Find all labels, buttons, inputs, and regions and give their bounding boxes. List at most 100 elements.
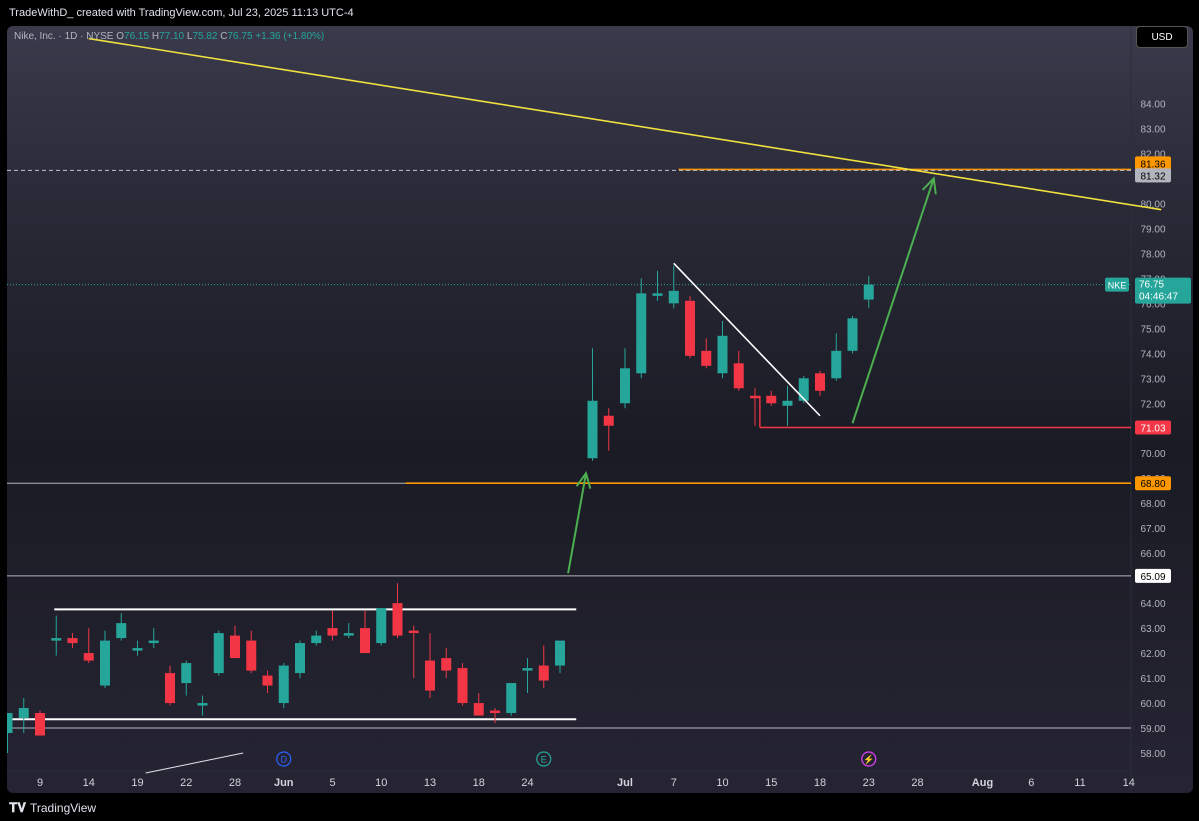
- tradingview-logo-text: TradingView: [30, 801, 97, 815]
- last-price-value: 76.75: [1139, 280, 1164, 291]
- top-banner: TradeWithD_ created with TradingView.com…: [0, 0, 1199, 26]
- candle-body: [311, 635, 322, 644]
- candle-body: [213, 633, 224, 674]
- x-tick-label: 18: [814, 777, 826, 789]
- candle-body: [7, 713, 13, 734]
- candle-body: [831, 350, 842, 379]
- legend-change: +1.36 (+1.80%): [255, 31, 325, 42]
- candle-body: [701, 350, 712, 366]
- event-marker-label: E: [541, 755, 547, 765]
- x-tick-label: Aug: [972, 777, 993, 789]
- candle-body: [555, 640, 565, 666]
- candle-body: [425, 660, 435, 691]
- chart-frame[interactable]: 58.0059.0060.0061.0062.0063.0064.0065.00…: [7, 26, 1193, 793]
- arrow-head: [921, 176, 937, 195]
- x-tick-label: 19: [131, 777, 143, 789]
- candle-body: [636, 293, 647, 374]
- y-tick-label: 60.00: [1140, 699, 1165, 710]
- legend-low: 75.82: [192, 31, 218, 42]
- tradingview-logo[interactable]: 𝐓𝐕 TradingView: [9, 800, 96, 816]
- candle-body: [798, 378, 809, 401]
- candle-body: [652, 293, 663, 296]
- candle-body: [815, 373, 825, 391]
- candle-body: [522, 668, 533, 671]
- y-tick-label: 82.00: [1140, 149, 1165, 160]
- candle-body: [278, 665, 289, 704]
- candle-body: [343, 633, 354, 636]
- price-label-text: 81.36: [1140, 159, 1165, 170]
- x-tick-label: 6: [1028, 777, 1034, 789]
- arrow-shaft: [567, 473, 587, 574]
- candle-body: [717, 335, 728, 374]
- footer: [0, 793, 1199, 821]
- candle-body: [506, 683, 517, 714]
- candle-body: [35, 713, 45, 736]
- x-tick-label: Jul: [617, 777, 633, 789]
- candle-body: [620, 368, 630, 404]
- x-tick-label: 13: [424, 777, 436, 789]
- event-marker: [861, 751, 877, 767]
- candle-body: [197, 703, 208, 706]
- legend-close: 76.75: [227, 31, 253, 42]
- legend-high-label: H: [151, 31, 160, 42]
- event-marker: [536, 751, 552, 767]
- candle-body: [538, 665, 549, 681]
- x-tick-label: Jun: [274, 777, 294, 789]
- y-tick-label: 83.00: [1140, 124, 1165, 135]
- event-marker-label: ⚡: [863, 754, 874, 766]
- symbol-badge: [1105, 277, 1129, 292]
- y-tick-label: 68.00: [1140, 499, 1165, 510]
- event-marker: [276, 751, 292, 767]
- y-tick-label: 64.00: [1140, 599, 1165, 610]
- candle-body: [782, 400, 793, 406]
- legend-low-label: L: [186, 31, 193, 42]
- x-tick-label: 28: [229, 777, 241, 789]
- candle-body: [603, 415, 614, 426]
- arrow-head: [575, 470, 592, 489]
- candle-body: [750, 395, 760, 399]
- candlestick-chart[interactable]: 58.0059.0060.0061.0062.0063.0064.0065.00…: [7, 26, 1193, 793]
- candle-body: [408, 630, 419, 634]
- x-tick-label: 9: [37, 777, 43, 789]
- trendline-small: [145, 752, 244, 774]
- x-tick-label: 5: [329, 777, 335, 789]
- x-tick-label: 14: [1123, 777, 1135, 789]
- legend-open-label: O: [116, 31, 125, 42]
- x-tick-label: 14: [83, 777, 95, 789]
- candle-body: [67, 638, 78, 644]
- countdown-text: 04:46:47: [1139, 292, 1178, 303]
- candle-body: [181, 663, 192, 684]
- y-tick-label: 79.00: [1140, 224, 1165, 235]
- trendline-yellow: [88, 37, 1162, 211]
- y-tick-label: 73.00: [1140, 374, 1165, 385]
- price-label-text: 81.32: [1140, 171, 1165, 182]
- price-label-badge: [1135, 568, 1171, 583]
- y-tick-label: 72.00: [1140, 399, 1165, 410]
- y-tick-label: 63.00: [1140, 624, 1165, 635]
- tradingview-logo-icon: 𝐓𝐕: [9, 800, 26, 815]
- price-label-text: 65.09: [1140, 572, 1165, 583]
- price-label-badge: [1135, 476, 1171, 491]
- candle-body: [490, 710, 500, 714]
- candle-body: [863, 284, 874, 300]
- candle-body: [295, 643, 305, 674]
- x-tick-label: 15: [765, 777, 777, 789]
- price-label-badge: [1135, 420, 1171, 435]
- price-label-text: 68.80: [1140, 479, 1165, 490]
- candle-body: [148, 640, 159, 644]
- candle-body: [100, 640, 110, 686]
- currency-button[interactable]: USD: [1136, 26, 1188, 48]
- y-tick-label: 59.00: [1140, 724, 1165, 735]
- candle-body: [165, 673, 175, 704]
- candle-body: [685, 300, 695, 356]
- arrow-shaft: [851, 178, 935, 424]
- y-tick-label: 80.00: [1140, 199, 1165, 210]
- price-label-text: 71.03: [1140, 423, 1165, 434]
- symbol-legend: Nike, Inc. · 1D · NYSE O76.15 H77.10 L75…: [14, 31, 324, 42]
- legend-high: 77.10: [159, 31, 185, 42]
- y-tick-label: 78.00: [1140, 249, 1165, 260]
- candle-body: [360, 628, 370, 654]
- candle-body: [51, 638, 62, 641]
- candle-body: [376, 608, 387, 644]
- y-tick-label: 70.00: [1140, 449, 1165, 460]
